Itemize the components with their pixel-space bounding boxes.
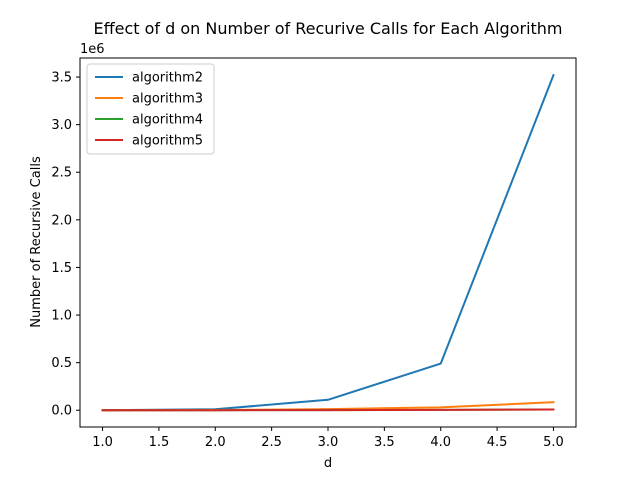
y-tick-label: 3.0 bbox=[51, 118, 72, 133]
plot-area: 1.0 1.5 2.0 2.5 3.0 3.5 4.0 4.5 5.0 0.0 0.5 1.0 1.5 2… bbox=[51, 57, 577, 450]
series-line-algorithm5 bbox=[101, 408, 555, 412]
legend-box bbox=[86, 63, 215, 155]
y-tick-label: 0.0 bbox=[51, 404, 72, 419]
chart-title: Effect of d on Number of Recurive Calls … bbox=[93, 19, 562, 38]
legend-label-algorithm4: algorithm4 bbox=[132, 113, 203, 128]
x-tick-label: 1.0 bbox=[92, 435, 113, 450]
legend-label-algorithm2: algorithm2 bbox=[132, 71, 203, 86]
x-tick-label: 3.5 bbox=[374, 435, 395, 450]
legend-label-algorithm3: algorithm3 bbox=[132, 92, 203, 107]
x-tick-label: 2.0 bbox=[205, 435, 226, 450]
legend-label-algorithm5: algorithm5 bbox=[132, 134, 203, 149]
x-tick-label: 4.0 bbox=[430, 435, 451, 450]
y-tick-label: 1.0 bbox=[51, 309, 72, 324]
y-tick-label: 1.5 bbox=[51, 261, 72, 276]
y-tick-label: 2.5 bbox=[51, 166, 72, 181]
y-axis-label: Number of Recursive Calls bbox=[29, 156, 44, 328]
legend: algorithm2 algorithm3 algorithm4 algorithm5 bbox=[86, 63, 215, 155]
y-offset-label: 1e6 bbox=[80, 42, 105, 57]
x-tick-label: 2.5 bbox=[261, 435, 282, 450]
x-axis-label: d bbox=[324, 456, 332, 471]
y-tick-label: 2.0 bbox=[51, 213, 72, 228]
y-tick-label: 3.5 bbox=[51, 71, 72, 86]
x-tick-label: 1.5 bbox=[149, 435, 170, 450]
x-tick-label: 4.5 bbox=[487, 435, 508, 450]
y-tick-label: 0.5 bbox=[51, 356, 72, 371]
x-tick-label: 3.0 bbox=[318, 435, 339, 450]
x-tick-label: 5.0 bbox=[543, 435, 564, 450]
